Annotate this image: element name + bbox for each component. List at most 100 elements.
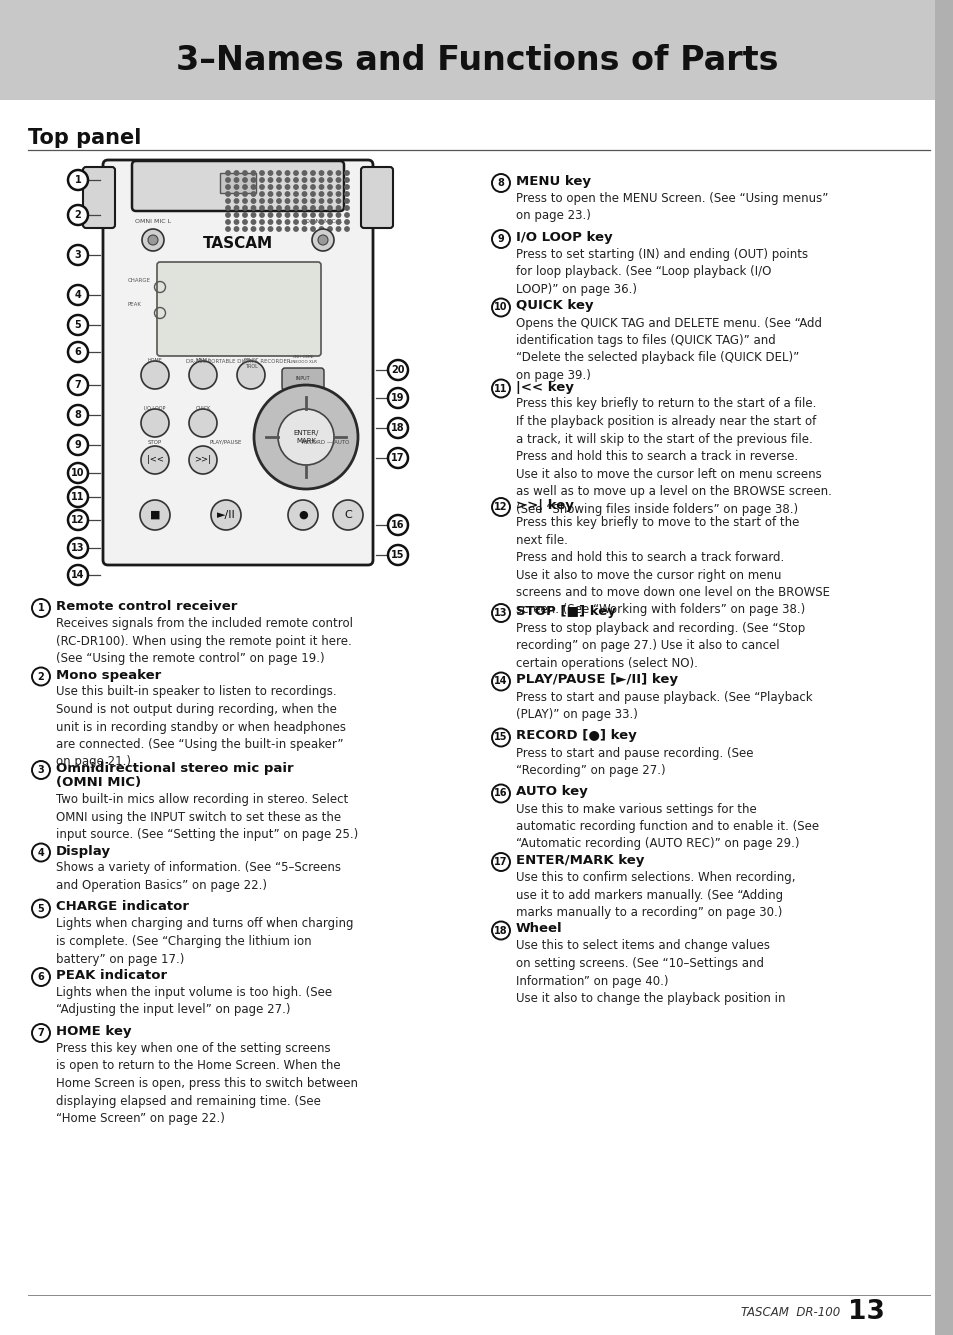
Circle shape xyxy=(336,227,340,231)
Circle shape xyxy=(319,212,323,218)
Text: PLAY/PAUSE [►/II] key: PLAY/PAUSE [►/II] key xyxy=(516,673,678,686)
Circle shape xyxy=(319,220,323,224)
Circle shape xyxy=(328,171,332,175)
Text: Press this key when one of the setting screens
is open to return to the Home Scr: Press this key when one of the setting s… xyxy=(56,1043,357,1125)
Circle shape xyxy=(243,199,247,203)
Circle shape xyxy=(226,227,230,231)
Circle shape xyxy=(294,199,298,203)
Text: Omnidirectional stereo mic pair: Omnidirectional stereo mic pair xyxy=(56,762,294,776)
Text: QUICK: QUICK xyxy=(195,406,211,411)
Text: PEAK: PEAK xyxy=(128,303,142,307)
Bar xyxy=(220,174,255,194)
Circle shape xyxy=(276,178,281,182)
Circle shape xyxy=(251,184,255,190)
Circle shape xyxy=(268,227,273,231)
Circle shape xyxy=(328,184,332,190)
Circle shape xyxy=(492,603,510,622)
Circle shape xyxy=(189,360,216,388)
Circle shape xyxy=(311,171,314,175)
Circle shape xyxy=(226,199,230,203)
Text: Lights when the input volume is too high. (See
“Adjusting the input level” on pa: Lights when the input volume is too high… xyxy=(56,987,332,1016)
Text: Use this to confirm selections. When recording,
use it to add markers manually. : Use this to confirm selections. When rec… xyxy=(516,870,795,918)
Circle shape xyxy=(259,192,264,196)
Text: 13: 13 xyxy=(847,1299,884,1326)
Circle shape xyxy=(268,206,273,210)
Circle shape xyxy=(68,170,88,190)
Text: Press to start and pause recording. (See
“Recording” on page 27.): Press to start and pause recording. (See… xyxy=(516,746,753,777)
Circle shape xyxy=(253,384,357,489)
Circle shape xyxy=(317,235,328,246)
Text: 16: 16 xyxy=(494,789,507,798)
Circle shape xyxy=(268,212,273,218)
FancyBboxPatch shape xyxy=(103,160,373,565)
Circle shape xyxy=(492,853,510,870)
Circle shape xyxy=(234,220,238,224)
Circle shape xyxy=(319,178,323,182)
Circle shape xyxy=(388,545,408,565)
Text: ●: ● xyxy=(297,510,308,521)
Circle shape xyxy=(388,388,408,409)
Circle shape xyxy=(234,227,238,231)
Circle shape xyxy=(68,510,88,530)
Text: >>| key: >>| key xyxy=(516,499,574,513)
Circle shape xyxy=(344,192,349,196)
Circle shape xyxy=(285,227,290,231)
Text: 6: 6 xyxy=(37,972,45,983)
Text: TASCAM: TASCAM xyxy=(203,235,273,251)
Circle shape xyxy=(234,206,238,210)
Text: 13: 13 xyxy=(494,607,507,618)
Text: RECORD — AUTO: RECORD — AUTO xyxy=(302,441,350,445)
Circle shape xyxy=(336,199,340,203)
Text: Lights when charging and turns off when charging
is complete. (See “Charging the: Lights when charging and turns off when … xyxy=(56,917,354,965)
Text: Shows a variety of information. (See “5–Screens
and Operation Basics” on page 22: Shows a variety of information. (See “5–… xyxy=(56,861,340,892)
Bar xyxy=(0,0,953,100)
Circle shape xyxy=(68,463,88,483)
Circle shape xyxy=(388,515,408,535)
Circle shape xyxy=(276,171,281,175)
Circle shape xyxy=(311,199,314,203)
Circle shape xyxy=(492,785,510,802)
Circle shape xyxy=(319,192,323,196)
Circle shape xyxy=(312,230,334,251)
Circle shape xyxy=(68,565,88,585)
Circle shape xyxy=(226,206,230,210)
Circle shape xyxy=(259,212,264,218)
Circle shape xyxy=(311,220,314,224)
Bar xyxy=(934,0,953,1335)
Circle shape xyxy=(302,199,306,203)
Circle shape xyxy=(328,199,332,203)
Text: Press this key briefly to move to the start of the
next file.
Press and hold thi: Press this key briefly to move to the st… xyxy=(516,517,829,617)
Text: |<<: |<< xyxy=(147,455,163,465)
Circle shape xyxy=(251,212,255,218)
Text: 14: 14 xyxy=(494,677,507,686)
Circle shape xyxy=(259,199,264,203)
Circle shape xyxy=(319,206,323,210)
Circle shape xyxy=(285,184,290,190)
Circle shape xyxy=(336,171,340,175)
Circle shape xyxy=(344,199,349,203)
Circle shape xyxy=(243,220,247,224)
Circle shape xyxy=(268,199,273,203)
Circle shape xyxy=(148,235,158,246)
Text: OMNI MIC L: OMNI MIC L xyxy=(134,219,171,224)
Circle shape xyxy=(226,192,230,196)
Text: Press to open the MENU Screen. (See “Using menus”
on page 23.): Press to open the MENU Screen. (See “Usi… xyxy=(516,192,827,223)
Text: PLAY/PAUSE: PLAY/PAUSE xyxy=(210,441,242,445)
Circle shape xyxy=(276,227,281,231)
Text: RECORD [●] key: RECORD [●] key xyxy=(516,729,636,742)
Text: Use this to select items and change values
on setting screens. (See “10–Settings: Use this to select items and change valu… xyxy=(516,940,784,1005)
Circle shape xyxy=(277,409,334,465)
Circle shape xyxy=(141,446,169,474)
Circle shape xyxy=(32,900,50,917)
Text: MENU key: MENU key xyxy=(516,175,590,188)
Circle shape xyxy=(336,192,340,196)
Circle shape xyxy=(243,192,247,196)
Circle shape xyxy=(243,206,247,210)
Text: 5: 5 xyxy=(74,320,81,330)
Circle shape xyxy=(251,192,255,196)
Circle shape xyxy=(68,375,88,395)
Text: HOME: HOME xyxy=(148,358,162,363)
Circle shape xyxy=(344,227,349,231)
Circle shape xyxy=(302,184,306,190)
Circle shape xyxy=(492,921,510,940)
